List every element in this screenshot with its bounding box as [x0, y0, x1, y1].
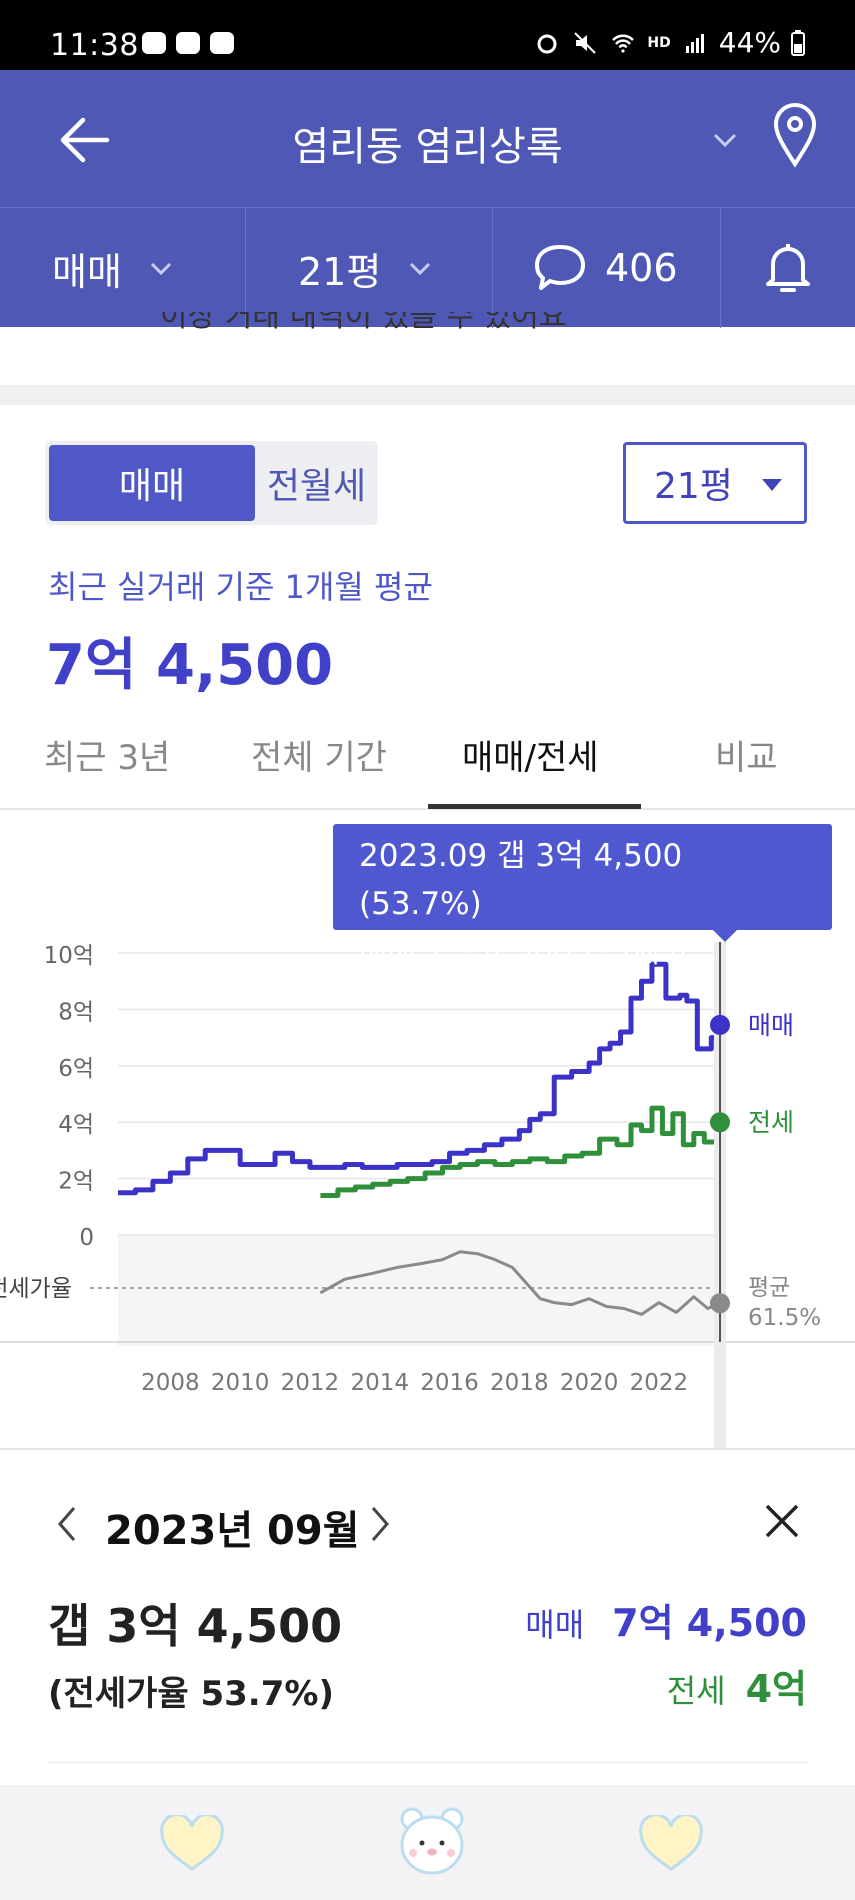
x-tick-label: 2018 — [490, 1370, 549, 1396]
location-pin-icon[interactable] — [770, 100, 820, 170]
checkbox-icon — [210, 32, 234, 54]
comments-button[interactable]: 406 — [493, 208, 721, 328]
divider — [48, 1762, 808, 1763]
sale-price-label: 매매 — [525, 1606, 585, 1644]
average-price: 7억 4,500 — [46, 633, 334, 698]
chevron-down-icon — [410, 262, 431, 276]
dropdown-triangle-icon — [762, 479, 782, 491]
active-tab-indicator — [428, 804, 641, 809]
trade-type-toggle: 매매 전월세 — [45, 441, 378, 525]
battery-icon — [791, 29, 805, 56]
tooltip-pointer — [713, 930, 737, 942]
ratio-average-label: 평균 — [748, 1275, 790, 1301]
x-tick-label: 2008 — [141, 1370, 200, 1396]
chevron-down-icon[interactable] — [710, 125, 740, 155]
average-label: 최근 실거래 기준 1개월 평균 — [48, 568, 433, 606]
chevron-right-icon[interactable] — [365, 1504, 395, 1544]
comment-count: 406 — [605, 246, 678, 290]
x-tick-label: 2012 — [281, 1370, 340, 1396]
jeonse-series-label: 전세 — [748, 1108, 794, 1137]
battery-percent: 44% — [718, 26, 781, 59]
tab-sale-jeonse[interactable]: 매매/전세 — [462, 738, 599, 778]
shopping-bag-icon — [176, 32, 200, 54]
bottom-nav — [0, 1785, 855, 1900]
app-header: 염리동 염리상록 — [0, 70, 855, 207]
ratio-axis-label: 전세가율 — [0, 1276, 72, 1302]
signal-icon — [685, 33, 704, 53]
notification-button[interactable] — [721, 208, 855, 328]
page-title[interactable]: 염리동 염리상록 — [292, 124, 563, 170]
jeonse-price-value: 4억 — [745, 1667, 807, 1711]
y-tick-label: 2억 — [58, 1169, 94, 1195]
size-filter[interactable]: 21평 — [246, 208, 493, 328]
sale-toggle[interactable]: 매매 — [49, 445, 255, 521]
chevron-left-icon[interactable] — [52, 1504, 82, 1544]
close-icon[interactable] — [763, 1502, 801, 1540]
filter-bar: 매매 21평 406 — [0, 207, 855, 328]
jeonse-ratio-text: (전세가율 53.7%) — [48, 1674, 334, 1714]
tooltip-line-2: 매매 7억 4,500 / 전세 4억 — [359, 934, 719, 970]
tab-compare[interactable]: 비교 — [715, 738, 778, 778]
size-label: 21평 — [298, 249, 382, 294]
ratio-average-value: 61.5% — [748, 1305, 821, 1331]
heart-icon[interactable] — [158, 1815, 226, 1873]
price-chart[interactable]: 10억 8억 6억 4억 2억 0 전세가율 2008 2010 2012 2014 2016 2018… — [0, 812, 855, 1450]
y-tick-label: 10억 — [44, 943, 94, 969]
chat-bubble-icon — [535, 245, 585, 290]
bell-icon — [766, 244, 810, 292]
notification-icons — [142, 32, 234, 54]
ratio-end-marker — [710, 1293, 730, 1314]
sale-price-row: 매매 7억 4,500 — [525, 1592, 807, 1647]
heart-icon[interactable] — [637, 1815, 705, 1873]
trade-type-label: 매매 — [52, 249, 122, 294]
jeonse-end-marker — [710, 1112, 730, 1133]
chart-tooltip: 2023.09 갭 3억 4,500 (53.7%) 매매 7억 4,500 /… — [333, 824, 832, 970]
wifi-icon — [612, 34, 635, 53]
y-tick-label: 6억 — [58, 1056, 94, 1082]
hd-voice-icon: HD — [647, 34, 671, 51]
jeonse-price-row: 전세 4억 — [667, 1658, 807, 1713]
back-arrow-icon[interactable] — [55, 110, 115, 170]
selected-month: 2023년 09월 — [105, 1508, 360, 1554]
alarm-icon — [537, 34, 557, 53]
y-tick-label: 0 — [79, 1225, 94, 1251]
x-tick-label: 2022 — [630, 1370, 689, 1396]
tab-recent-3y[interactable]: 최근 3년 — [44, 738, 171, 778]
series-line-jeonse-ratio — [319, 1250, 721, 1316]
chevron-down-icon — [150, 262, 171, 276]
size-dropdown[interactable]: 21평 — [623, 442, 807, 524]
period-tabs: 최근 3년 전체 기간 매매/전세 비교 — [0, 718, 855, 810]
tooltip-line-1: 2023.09 갭 3억 4,500 (53.7%) — [359, 838, 683, 922]
ratio-band — [118, 1236, 721, 1346]
section-separator — [0, 385, 855, 405]
status-time: 11:38 — [50, 28, 139, 63]
gap-value: 갭 3억 4,500 — [48, 1599, 343, 1653]
talk-icon — [142, 32, 166, 54]
sale-price-value: 7억 4,500 — [612, 1601, 807, 1645]
sale-series-label: 매매 — [748, 1011, 794, 1040]
x-tick-label: 2010 — [211, 1370, 270, 1396]
size-dropdown-value: 21평 — [654, 466, 733, 507]
y-tick-label: 4억 — [58, 1112, 94, 1138]
series-line-sale — [118, 961, 723, 1196]
x-tick-label: 2020 — [560, 1370, 619, 1396]
jeonse-price-label: 전세 — [666, 1672, 726, 1710]
rent-toggle[interactable]: 전월세 — [266, 466, 367, 507]
bear-icon[interactable] — [396, 1803, 468, 1877]
y-tick-label: 8억 — [58, 999, 94, 1025]
x-tick-label: 2016 — [420, 1370, 479, 1396]
series-line-jeonse — [320, 1105, 723, 1199]
partial-notice-text: 이상 거래 내역이 있을 수 있어요 — [160, 312, 567, 334]
divider — [0, 1448, 855, 1450]
system-icons: HD 44% — [533, 26, 805, 59]
x-tick-label: 2014 — [350, 1370, 409, 1396]
sale-end-marker — [710, 1014, 730, 1035]
mute-icon — [574, 31, 597, 54]
trade-type-filter[interactable]: 매매 — [0, 208, 246, 328]
status-bar: 11:38 HD 44% — [0, 0, 855, 70]
tab-all-period[interactable]: 전체 기간 — [251, 738, 387, 778]
